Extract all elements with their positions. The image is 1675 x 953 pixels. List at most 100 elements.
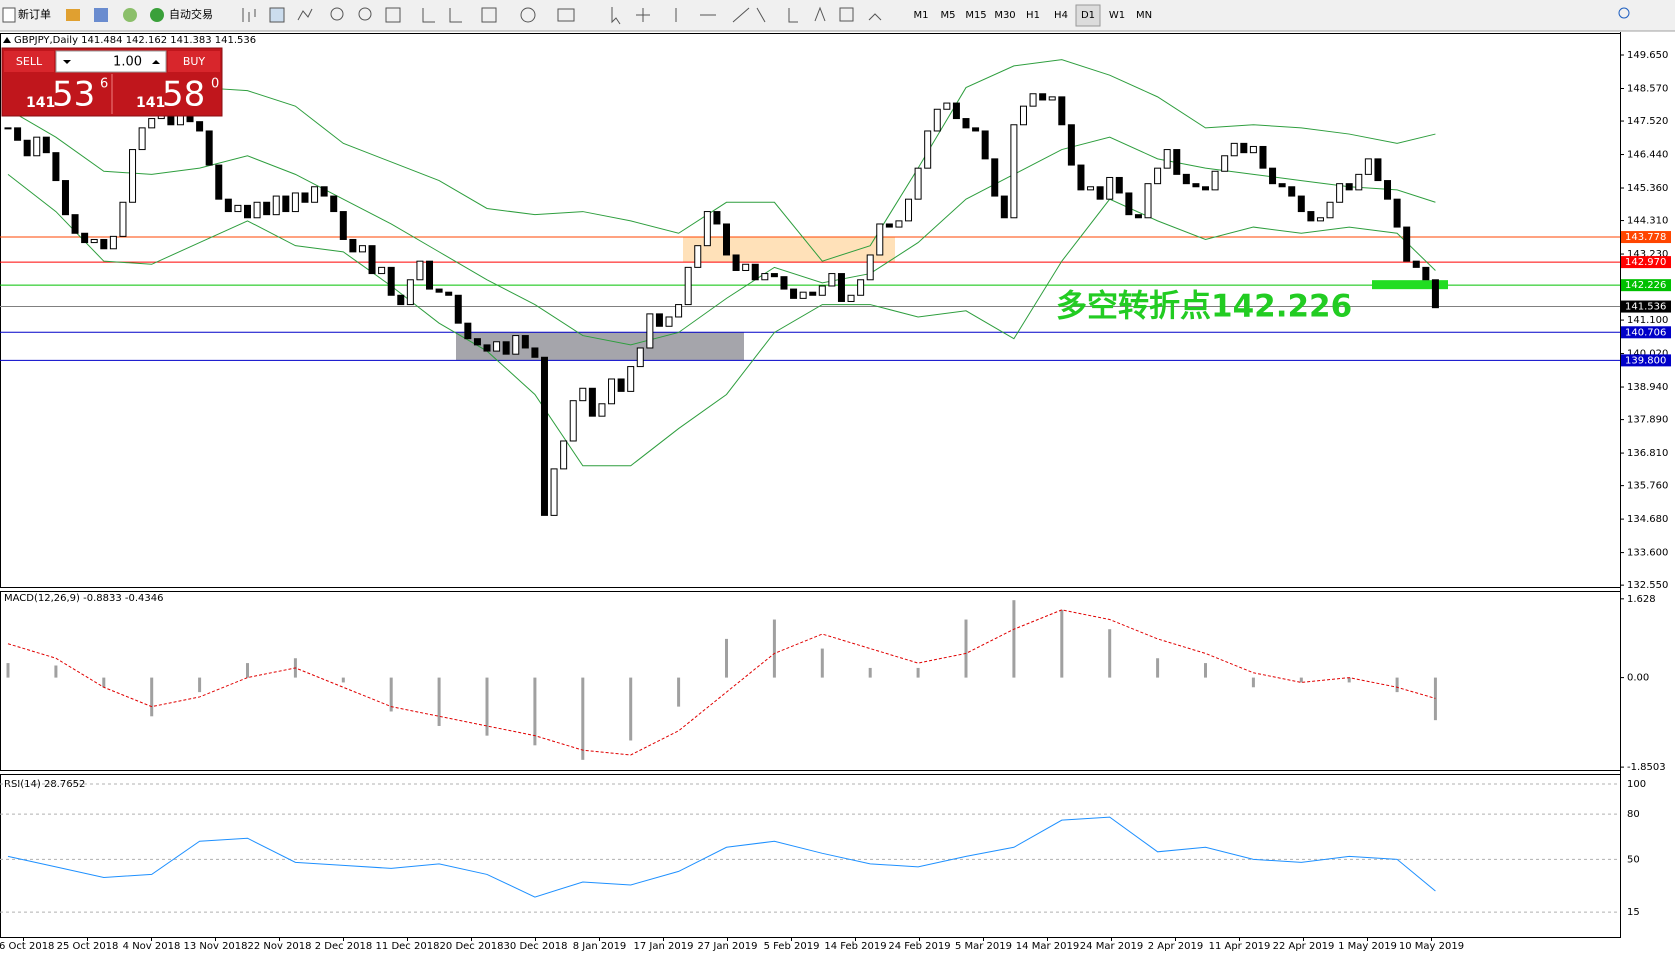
candle xyxy=(129,149,137,203)
lot-down[interactable] xyxy=(63,60,71,64)
candle-chart-icon[interactable] xyxy=(269,7,285,23)
lot-up[interactable] xyxy=(152,60,160,64)
candle xyxy=(1345,183,1353,191)
price-label: 142.970 xyxy=(1625,257,1666,268)
candle xyxy=(550,468,558,516)
timeframe-button[interactable]: M30 xyxy=(994,10,1015,21)
tile-icon[interactable] xyxy=(385,7,401,23)
macd-bar xyxy=(1108,629,1112,678)
candle xyxy=(1412,260,1420,268)
y-tick-label: 149.650 xyxy=(1627,50,1668,61)
ask-pips[interactable]: 58 xyxy=(162,75,205,115)
text-tool[interactable] xyxy=(814,6,826,22)
macd-bar xyxy=(772,619,776,678)
toolbar-icon[interactable] xyxy=(66,9,80,21)
candle xyxy=(1307,211,1315,222)
candle xyxy=(857,279,865,296)
auto-trading-icon[interactable] xyxy=(150,8,164,22)
templates-icon[interactable] xyxy=(557,8,575,22)
candle xyxy=(952,102,960,120)
macd-label: MACD(12,26,9) -0.8833 -0.4346 xyxy=(4,593,164,604)
crosshair-icon[interactable] xyxy=(636,8,650,22)
candle xyxy=(694,245,702,268)
buy-label[interactable]: BUY xyxy=(183,55,206,68)
candle xyxy=(1288,186,1296,197)
y-tick-label: 135.760 xyxy=(1627,481,1668,492)
bid-pips[interactable]: 53 xyxy=(52,75,95,115)
scroll-icon[interactable] xyxy=(422,8,462,23)
new-order-icon[interactable] xyxy=(2,7,16,23)
candle xyxy=(1374,158,1382,182)
new-order-button[interactable]: 新订单 xyxy=(18,7,51,21)
auto-trading-button[interactable]: 自动交易 xyxy=(169,7,213,21)
timeframe-button[interactable]: H1 xyxy=(1026,10,1040,21)
drawing-tools[interactable] xyxy=(675,7,798,23)
x-tick-label: 17 Jan 2019 xyxy=(634,941,694,952)
ask-fraction[interactable]: 0 xyxy=(211,77,219,92)
cursor-icon[interactable] xyxy=(611,7,621,25)
label-tool[interactable] xyxy=(839,7,854,22)
timeframe-button[interactable]: M1 xyxy=(914,10,929,21)
annotation: 多空转折点142.226 xyxy=(1056,289,1352,325)
timeframe-button[interactable]: H4 xyxy=(1054,10,1068,21)
timeframe-button[interactable]: D1 xyxy=(1081,10,1095,21)
y-tick-label: 133.600 xyxy=(1627,548,1668,559)
search-icon[interactable] xyxy=(1618,7,1630,19)
x-tick-label: 4 Nov 2018 xyxy=(123,941,181,952)
arrows-tool[interactable] xyxy=(868,13,882,21)
timeframe-button[interactable]: W1 xyxy=(1109,10,1125,21)
price-label-box xyxy=(1621,231,1671,244)
zoom-in-icon[interactable] xyxy=(330,7,344,21)
indicators-icon[interactable] xyxy=(481,7,497,23)
x-tick-label: 5 Feb 2019 xyxy=(764,941,820,952)
macd-bar xyxy=(677,677,681,707)
candle xyxy=(1115,176,1123,194)
price-label: 141.536 xyxy=(1625,302,1666,313)
candle xyxy=(723,223,730,256)
macd-bar xyxy=(485,677,489,736)
macd-bar xyxy=(1012,600,1016,678)
bid-fraction[interactable]: 6 xyxy=(100,77,108,92)
lot-value[interactable]: 1.00 xyxy=(113,55,142,70)
y-tick-label: 50 xyxy=(1627,854,1640,865)
toolbar-icon[interactable] xyxy=(94,8,108,22)
toolbar-icon[interactable] xyxy=(123,8,137,22)
candle xyxy=(1278,183,1286,188)
candle xyxy=(608,378,616,405)
timeframe-button[interactable]: M15 xyxy=(965,10,986,21)
candle xyxy=(483,344,491,352)
candle xyxy=(244,204,251,219)
macd-bar xyxy=(54,665,58,678)
buy-button[interactable] xyxy=(168,51,220,72)
candle xyxy=(914,167,922,200)
candle xyxy=(426,260,434,290)
zoom-out-icon[interactable] xyxy=(358,7,372,21)
candle xyxy=(215,164,223,200)
x-tick-label: 11 Dec 2018 xyxy=(376,941,440,952)
price-label: 139.800 xyxy=(1625,355,1666,366)
sell-button[interactable] xyxy=(4,51,54,72)
candle xyxy=(1106,176,1114,200)
candle xyxy=(234,204,242,213)
price-label-box xyxy=(1621,279,1671,292)
candle xyxy=(1316,217,1324,222)
ask-big[interactable]: 141 xyxy=(136,95,165,111)
macd-bar xyxy=(150,677,154,717)
y-tick-label: 80 xyxy=(1627,809,1640,820)
candle xyxy=(4,127,12,130)
sell-label[interactable]: SELL xyxy=(16,55,43,68)
timeframe-button[interactable]: M5 xyxy=(941,10,956,21)
y-tick-label: 147.520 xyxy=(1627,116,1668,127)
timeframe-button[interactable]: MN xyxy=(1136,10,1152,21)
macd-bar xyxy=(820,648,824,678)
bar-chart-icon[interactable] xyxy=(242,8,256,22)
candle xyxy=(933,108,941,132)
lot-input[interactable] xyxy=(55,50,167,73)
periods-icon[interactable] xyxy=(520,7,536,23)
candle xyxy=(23,139,31,157)
line-chart-icon[interactable] xyxy=(297,8,313,21)
y-tick-label: 146.440 xyxy=(1627,150,1668,161)
candle xyxy=(1202,186,1209,191)
bid-big[interactable]: 141 xyxy=(26,95,55,111)
candle xyxy=(627,366,635,392)
